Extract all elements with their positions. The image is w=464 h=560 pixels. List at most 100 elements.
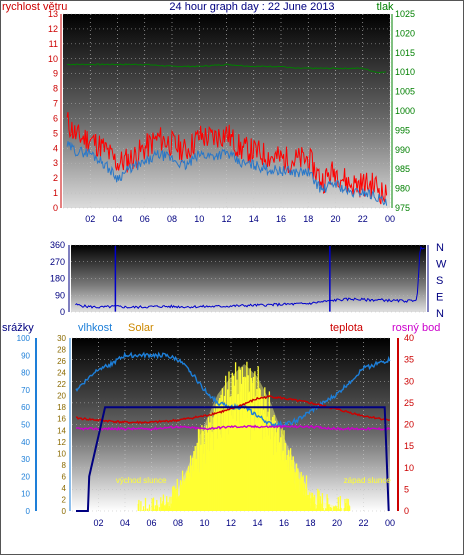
humidity-tick-label: 28 [57, 346, 66, 355]
pressure-tick-label: 985 [395, 164, 410, 174]
rain-tick-label: 0 [26, 507, 31, 516]
x-tick-label-10: 10 [194, 214, 204, 224]
wind-direction-line [75, 245, 425, 309]
x-tick-label-02: 02 [85, 214, 95, 224]
pressure-line [67, 63, 387, 74]
wind-gust-line [66, 112, 388, 205]
humidity-tick-label: 4 [62, 484, 67, 493]
temperature-tick-label: 40 [404, 333, 414, 343]
rain-tick-label: 90 [21, 351, 30, 360]
temperature-tick-label: 5 [404, 484, 409, 494]
x-tick-label-08: 08 [173, 518, 183, 528]
x-tick-label-06: 06 [140, 214, 150, 224]
direction-tick-label: 180 [50, 274, 65, 284]
wind-speed-tick-label: 7 [53, 99, 58, 109]
pressure-tick-label: 1010 [395, 67, 415, 77]
x-tick-label-10: 10 [199, 518, 209, 528]
rain-tick-label: 30 [21, 455, 30, 464]
humidity-tick-label: 20 [57, 392, 66, 401]
x-tick-label-20: 20 [332, 518, 342, 528]
plot-background [71, 245, 426, 312]
series-teplota [75, 395, 391, 425]
climate-panel: srážky vlhkost Solar teplota rosný bod010203… [2, 322, 440, 528]
pressure-tick-label: 975 [395, 203, 410, 213]
x-tick-label-20: 20 [330, 214, 340, 224]
sunset-annotation: západ slunce [344, 476, 392, 485]
rain-tick-label: 10 [21, 490, 30, 499]
wind-speed-tick-label: 0 [53, 203, 58, 213]
humidity-tick-label: 14 [57, 426, 66, 435]
x-tick-label-02: 02 [93, 518, 103, 528]
x-tick-label-18: 18 [303, 214, 313, 224]
rain-tick-label: 20 [21, 472, 30, 481]
pressure-tick-label: 1025 [395, 9, 415, 19]
temperature-tick-label: 0 [404, 506, 409, 516]
legend-4: rosný bod [392, 322, 440, 334]
wind-speed-tick-label: 9 [53, 69, 58, 79]
humidity-tick-label: 30 [57, 334, 66, 343]
pressure-tick-label: 995 [395, 125, 410, 135]
x-tick-label-04: 04 [112, 214, 122, 224]
humidity-tick-label: 0 [62, 507, 67, 516]
rain-tick-label: 50 [21, 421, 30, 430]
wind-speed-tick-label: 11 [49, 39, 58, 49]
wind-speed-tick-label: 1 [53, 188, 58, 198]
temperature-tick-label: 30 [404, 376, 414, 386]
x-tick-label-04: 04 [120, 518, 130, 528]
wind-speed-label: rychlost větru [2, 1, 67, 13]
pressure-tick-label: 990 [395, 145, 410, 155]
direction-tick-label: 0 [60, 307, 65, 317]
series-rosný bod [75, 424, 391, 431]
wind-speed-tick-label: 2 [53, 173, 58, 183]
wind-speed-tick-label: 13 [48, 9, 58, 19]
wind-speed-tick-label: 10 [48, 54, 58, 64]
wind-speed-tick-label: 6 [53, 113, 58, 123]
legend-3: teplota [330, 322, 364, 334]
temperature-tick-label: 20 [404, 420, 414, 430]
temperature-tick-label: 15 [404, 441, 414, 451]
compass-label: W [436, 259, 447, 271]
x-tick-label-22: 22 [358, 518, 368, 528]
humidity-tick-label: 16 [57, 415, 66, 424]
humidity-tick-label: 24 [57, 369, 66, 378]
x-tick-label-00: 00 [385, 214, 395, 224]
wind-pressure-panel: 0123456789101112139759809859909951000100… [48, 9, 415, 224]
x-tick-label-08: 08 [167, 214, 177, 224]
legend-0: srážky [2, 322, 34, 334]
rain-tick-label: 60 [21, 403, 30, 412]
rain-line [76, 406, 390, 512]
compass-label: S [436, 275, 443, 287]
rain-tick-label: 100 [17, 334, 31, 343]
x-tick-label-14: 14 [252, 518, 262, 528]
pressure-label: tlak [376, 1, 394, 13]
x-tick-label-18: 18 [305, 518, 315, 528]
pressure-tick-label: 980 [395, 184, 410, 194]
direction-tick-label: 270 [50, 257, 65, 267]
x-tick-label-00: 00 [385, 518, 395, 528]
sunrise-annotation: východ slunce [116, 476, 167, 485]
pressure-tick-label: 1020 [395, 28, 415, 38]
temperature-tick-label: 35 [404, 355, 414, 365]
x-tick-label-14: 14 [249, 214, 259, 224]
pressure-tick-label: 1005 [395, 87, 415, 97]
rain-tick-label: 40 [21, 438, 30, 447]
chart-title: 24 hour graph day : 22 June 2013 [169, 1, 334, 13]
compass-label: N [436, 308, 444, 320]
compass-label: E [436, 292, 443, 304]
x-tick-label-22: 22 [358, 214, 368, 224]
legend-2: Solar [128, 322, 154, 334]
x-tick-label-06: 06 [146, 518, 156, 528]
humidity-tick-label: 6 [62, 472, 67, 481]
wind-speed-tick-label: 4 [53, 143, 58, 153]
humidity-tick-label: 10 [57, 449, 66, 458]
humidity-tick-label: 8 [62, 461, 67, 470]
x-tick-label-16: 16 [279, 518, 289, 528]
humidity-tick-label: 12 [57, 438, 66, 447]
temperature-tick-label: 10 [404, 463, 414, 473]
wind-speed-tick-label: 3 [53, 158, 58, 168]
rain-tick-label: 80 [21, 369, 30, 378]
humidity-tick-label: 26 [57, 357, 66, 366]
x-tick-label-12: 12 [221, 214, 231, 224]
